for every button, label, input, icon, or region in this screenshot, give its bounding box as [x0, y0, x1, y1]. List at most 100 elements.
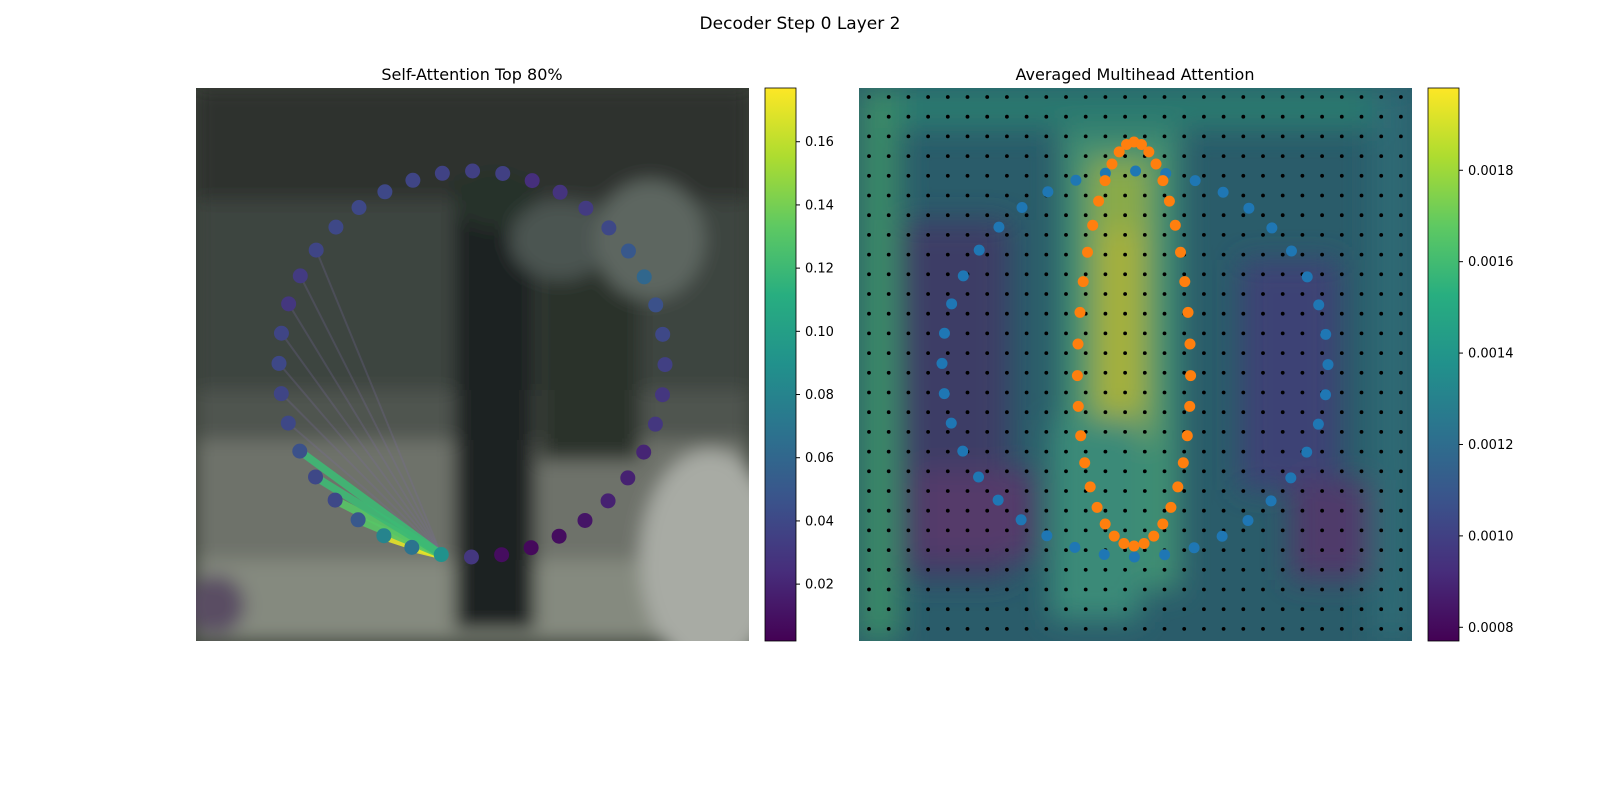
grid-dot [1123, 311, 1127, 316]
grid-dot [1044, 114, 1049, 119]
grid-dot [1339, 607, 1344, 612]
predicted-point [1184, 338, 1196, 350]
grid-dot [1261, 390, 1265, 395]
reference-point [973, 471, 985, 483]
grid-dot [1280, 627, 1285, 631]
grid-dot [1261, 587, 1265, 592]
grid-dot [1379, 430, 1384, 434]
grid-dot [1359, 252, 1364, 257]
grid-dot [1064, 311, 1068, 316]
grid-dot [1142, 390, 1147, 395]
grid-dot [1024, 489, 1029, 493]
grid-dot [1142, 489, 1147, 493]
grid-dot [1339, 587, 1344, 592]
colorbar-tick-label: 0.0008 [1468, 621, 1514, 636]
grid-dot [1241, 430, 1246, 434]
grid-dot [1339, 331, 1344, 336]
grid-dot [945, 430, 950, 434]
grid-dot [926, 331, 930, 336]
grid-dot [1182, 233, 1187, 237]
grid-dot [1202, 430, 1206, 434]
grid-dot [1241, 370, 1246, 375]
grid-dot [1261, 370, 1265, 375]
contour-point [463, 549, 479, 565]
grid-dot [1182, 489, 1187, 493]
grid-dot [1162, 528, 1167, 533]
grid-dot [1103, 508, 1108, 513]
grid-dot [1261, 292, 1265, 296]
grid-dot [1162, 469, 1167, 474]
grid-dot [945, 154, 950, 159]
grid-dot [886, 390, 891, 395]
grid-dot [1123, 587, 1127, 592]
grid-dot [1064, 114, 1068, 119]
grid-dot [1064, 351, 1068, 355]
grid-dot [1241, 410, 1246, 415]
grid-dot [1162, 607, 1167, 612]
grid-dot [1044, 508, 1049, 513]
grid-dot [1261, 449, 1265, 454]
grid-dot [1280, 449, 1285, 454]
grid-dot [1300, 607, 1305, 612]
colorbar-ticks: 0.02 0.04 0.06 0.08 0.10 0.12 0.14 0.16 [796, 135, 834, 593]
predicted-point [1172, 481, 1184, 493]
grid-dot [1103, 449, 1108, 454]
grid-dot [867, 508, 871, 513]
grid-dot [886, 627, 891, 631]
grid-dot [965, 252, 970, 257]
grid-dot [1083, 213, 1088, 218]
predicted-point [1184, 400, 1196, 412]
grid-dot [1221, 213, 1226, 218]
grid-dot [1379, 114, 1384, 119]
predicted-point [1169, 219, 1181, 231]
grid-dot [1399, 469, 1403, 474]
grid-dot [1123, 351, 1127, 355]
grid-dot [886, 134, 891, 139]
contour-point [405, 172, 421, 188]
grid-dot [1103, 331, 1108, 336]
grid-dot [1162, 390, 1167, 395]
grid-dot [1261, 508, 1265, 513]
grid-dot [886, 548, 891, 552]
grid-dot [1399, 410, 1403, 415]
grid-dot [1280, 489, 1285, 493]
grid-dot [1261, 548, 1265, 552]
grid-dot [867, 449, 871, 454]
grid-dot [1261, 114, 1265, 119]
grid-dot [965, 193, 970, 198]
grid-dot [1123, 272, 1127, 277]
grid-dot [1359, 331, 1364, 336]
grid-dot [906, 173, 911, 178]
grid-dot [1182, 351, 1187, 355]
grid-dot [1339, 154, 1344, 159]
grid-dot [886, 114, 891, 119]
predicted-point [1185, 370, 1197, 382]
reference-point [992, 494, 1004, 506]
grid-dot [1339, 193, 1344, 198]
grid-dot [1379, 134, 1384, 139]
colorbar-tick-label: 0.0010 [1468, 529, 1514, 544]
grid-dot [1320, 548, 1324, 552]
grid-dot [985, 410, 990, 415]
grid-dot [886, 193, 891, 198]
grid-dot [926, 370, 930, 375]
grid-dot [1399, 548, 1403, 552]
grid-dot [1083, 351, 1088, 355]
grid-dot [1202, 508, 1206, 513]
reference-point [973, 244, 985, 256]
grid-dot [1064, 134, 1068, 139]
grid-dot [1359, 233, 1364, 237]
grid-dot [1280, 548, 1285, 552]
grid-dot [1399, 528, 1403, 533]
grid-dot [1399, 173, 1403, 178]
grid-dot [1221, 489, 1226, 493]
grid-dot [886, 567, 891, 572]
grid-dot [1261, 410, 1265, 415]
grid-dot [1320, 489, 1324, 493]
grid-dot [1399, 213, 1403, 218]
grid-dot [886, 252, 891, 257]
grid-dot [1379, 449, 1384, 454]
contour-point [465, 163, 481, 179]
predicted-point [1099, 175, 1111, 187]
predicted-point [1157, 518, 1169, 530]
